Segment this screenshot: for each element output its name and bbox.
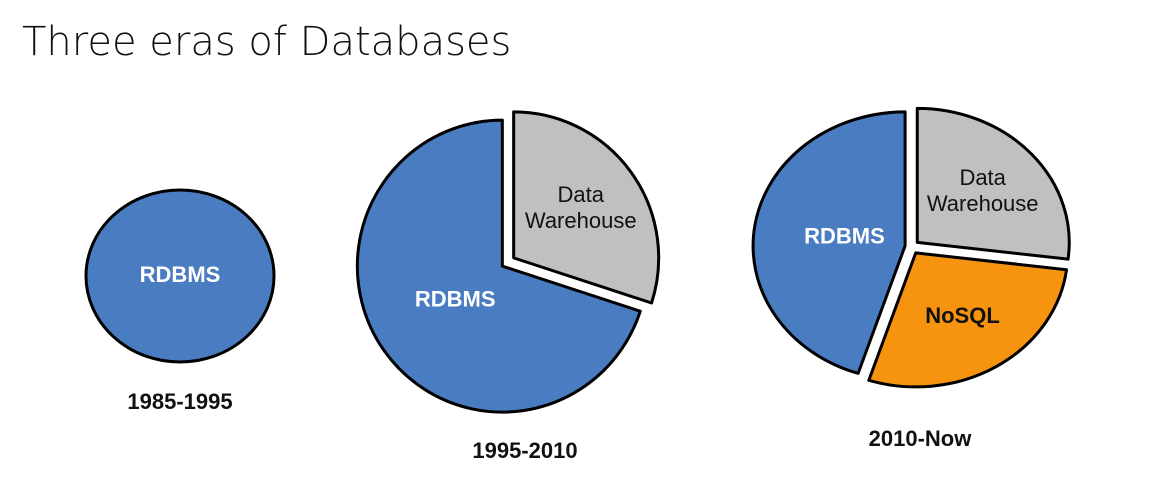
era-label: 1985-1995 — [127, 389, 232, 414]
pie-slice — [512, 110, 661, 305]
pie-slice — [355, 118, 642, 414]
slice-label: RDBMS — [140, 262, 221, 287]
pie-slice — [751, 110, 907, 375]
pie-slice — [915, 106, 1071, 261]
slice-label: Data Warehouse — [927, 165, 1039, 216]
slice-label: RDBMS — [415, 286, 496, 311]
page-title: Three eras of Databases — [22, 19, 511, 65]
era-label: 2010-Now — [869, 426, 973, 451]
slice-label: Data Warehouse — [525, 182, 637, 233]
slice-label: NoSQL — [925, 303, 1000, 328]
era-label: 1995-2010 — [472, 438, 577, 463]
pie-slice — [84, 188, 276, 364]
slice-label: RDBMS — [804, 223, 885, 248]
pie-slice — [867, 251, 1069, 389]
